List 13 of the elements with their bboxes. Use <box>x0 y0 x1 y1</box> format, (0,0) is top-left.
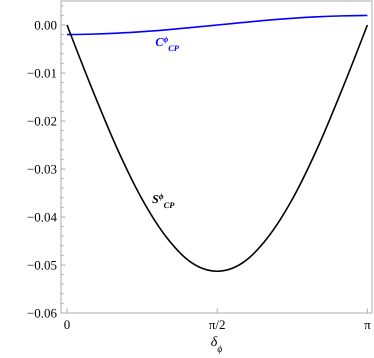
x-tick-label: 0 <box>64 317 70 332</box>
x-axis-title: δ$_{ϕ}$ <box>210 335 222 354</box>
y-tick-label: −0.04 <box>26 210 58 224</box>
x-tick-label: π/2 <box>208 317 226 332</box>
y-tick-label: −0.01 <box>26 66 57 80</box>
y-tick-label: −0.05 <box>26 258 57 272</box>
y-tick-label: 0.00 <box>34 18 57 32</box>
line-series <box>66 24 368 272</box>
line-series <box>66 14 368 36</box>
y-tick-label: −0.02 <box>26 114 57 128</box>
y-tick-label: −0.06 <box>26 306 58 320</box>
x-tick-label: π <box>364 317 372 332</box>
y-tick-label: −0.03 <box>26 162 57 176</box>
